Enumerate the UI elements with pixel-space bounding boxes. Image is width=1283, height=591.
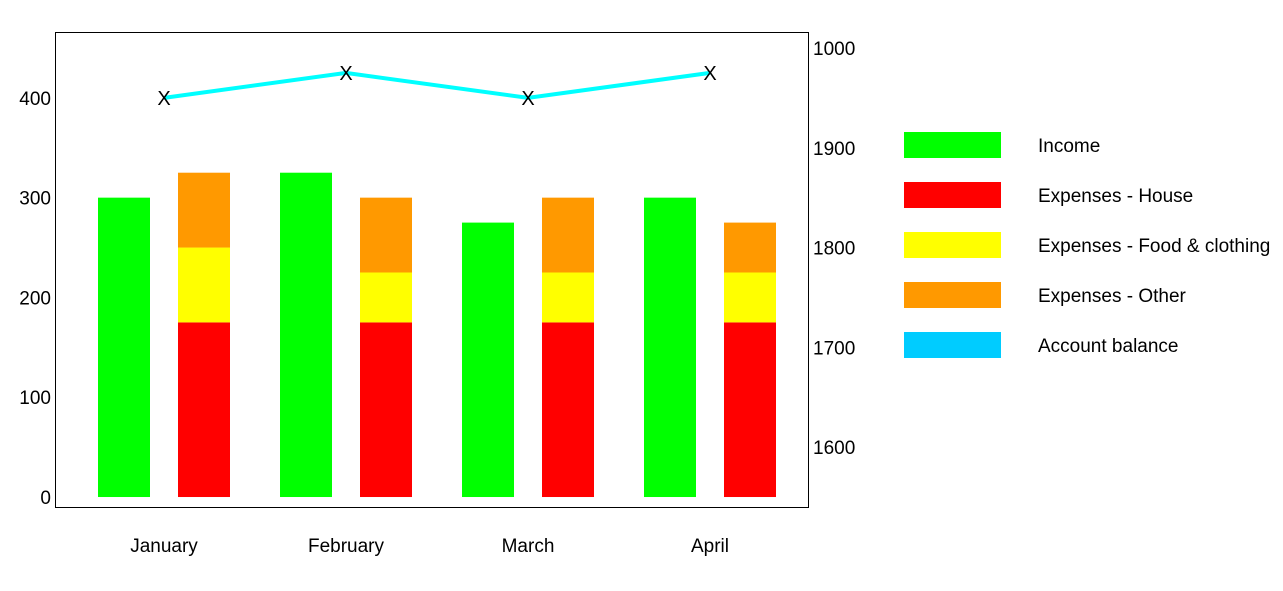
legend-label-expenses-house: Expenses - House xyxy=(1038,186,1193,207)
right-tick-label: 1000 xyxy=(813,39,855,60)
bar-expenses-other-february xyxy=(360,197,412,273)
bar-income-january xyxy=(98,197,150,498)
bar-expenses-other-april xyxy=(724,222,776,273)
account-balance-marker-march: X xyxy=(521,88,534,110)
right-tick-label: 1900 xyxy=(813,139,855,160)
left-tick-label: 100 xyxy=(19,388,51,409)
account-balance-marker-january: X xyxy=(157,88,170,110)
left-tick-label: 400 xyxy=(19,89,51,110)
bar-expenses-other-march xyxy=(542,197,594,273)
bar-income-february xyxy=(280,172,332,498)
legend-label-expenses-food-clothing: Expenses - Food & clothing xyxy=(1038,236,1270,257)
x-tick-label-april: April xyxy=(691,536,729,557)
bar-expenses-food-clothing-february xyxy=(360,272,412,323)
x-axis-ticks: January February March April xyxy=(130,536,729,557)
left-tick-label: 0 xyxy=(40,488,51,509)
left-tick-label: 300 xyxy=(19,189,51,210)
line-series-group: X X X X xyxy=(157,63,716,110)
legend-swatch-expenses-other xyxy=(904,282,1001,308)
account-balance-marker-february: X xyxy=(339,63,352,85)
left-tick-label: 200 xyxy=(19,288,51,309)
right-axis-ticks: 1600 1700 1800 1900 1000 xyxy=(813,39,855,459)
legend-swatch-account-balance xyxy=(904,332,1001,358)
bar-income-march xyxy=(462,222,514,498)
x-tick-label-january: January xyxy=(130,536,198,557)
bar-income-april xyxy=(644,197,696,498)
bar-expenses-house-february xyxy=(360,322,412,498)
right-tick-label: 1600 xyxy=(813,438,855,459)
right-tick-label: 1700 xyxy=(813,338,855,359)
bar-expenses-food-clothing-march xyxy=(542,272,594,323)
bar-expenses-house-march xyxy=(542,322,594,498)
left-axis-ticks: 0 100 200 300 400 xyxy=(19,89,51,509)
bar-expenses-food-clothing-april xyxy=(724,272,776,323)
legend-swatch-expenses-house xyxy=(904,182,1001,208)
account-balance-line xyxy=(163,70,711,100)
bar-expenses-food-clothing-january xyxy=(178,247,230,323)
plot-area xyxy=(55,32,809,508)
bar-expenses-house-january xyxy=(178,322,230,498)
legend-label-expenses-other: Expenses - Other xyxy=(1038,286,1187,307)
legend-swatch-income xyxy=(904,132,1001,158)
right-tick-label: 1800 xyxy=(813,239,855,260)
legend: Income Expenses - House Expenses - Food & … xyxy=(904,132,1270,358)
bar-expenses-other-january xyxy=(178,172,230,248)
x-tick-label-march: March xyxy=(502,536,555,557)
bar-expenses-house-april xyxy=(724,322,776,498)
x-tick-label-february: February xyxy=(308,536,385,557)
bar-series-group xyxy=(98,172,776,498)
legend-label-income: Income xyxy=(1038,136,1100,157)
legend-label-account-balance: Account balance xyxy=(1038,336,1179,357)
account-balance-marker-april: X xyxy=(703,63,716,85)
legend-swatch-expenses-food-clothing xyxy=(904,232,1001,258)
